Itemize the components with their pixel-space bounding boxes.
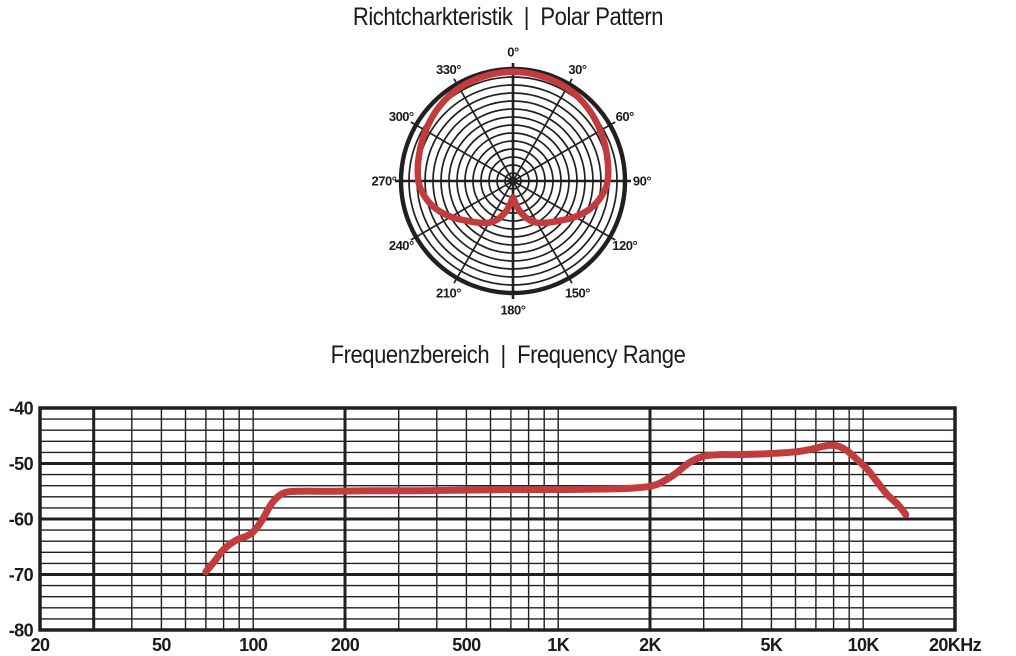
x-axis-tick-label: 20KHz (929, 635, 982, 655)
polar-angle-label: 270° (372, 174, 397, 189)
frequency-chart-title: Frequenzbereich | Frequency Range (330, 341, 686, 369)
polar-radial-line (410, 180, 514, 241)
polar-pattern-chart: 0° 30° 60° 90° 120° 150° 180° 210° 240° 270° 300° 3… (372, 45, 652, 318)
y-axis-tick-label: -70 (9, 565, 34, 585)
y-axis-tick-label: -80 (9, 620, 34, 640)
y-axis-tick-label: -60 (9, 509, 34, 529)
polar-angle-label: 240° (389, 238, 414, 253)
polar-angle-label: 300° (389, 109, 414, 124)
polar-angle-label: 90° (633, 174, 651, 189)
polar-angle-label: 150° (565, 285, 590, 300)
x-axis-tick-label: 100 (239, 635, 268, 655)
x-axis-tick-label: 20 (31, 635, 50, 655)
polar-angle-label: 180° (501, 303, 526, 318)
x-axis-tick-label: 2K (639, 635, 661, 655)
polar-angle-label: 210° (436, 285, 461, 300)
polar-angle-label: 0° (507, 45, 519, 60)
polar-angle-label: 120° (612, 238, 637, 253)
x-axis-tick-label: 5K (760, 635, 782, 655)
polar-radial-line (453, 180, 514, 284)
polar-angle-label: 60° (616, 109, 634, 124)
polar-pattern-curve (414, 68, 612, 227)
polar-radial-line (453, 78, 514, 182)
x-axis-tick-label: 500 (452, 635, 481, 655)
polar-radial-line (512, 180, 573, 284)
frequency-response-curve (202, 441, 910, 576)
x-axis-tick-label: 1K (547, 635, 569, 655)
x-axis-tick-label: 10K (848, 635, 880, 655)
polar-radial-line (512, 78, 573, 182)
x-axis-tick-label: 50 (152, 635, 171, 655)
polar-angle-label: 30° (568, 62, 586, 77)
polar-angle-label: 330° (436, 62, 461, 77)
polar-center-dot (508, 176, 518, 186)
polar-radial-line (512, 180, 616, 241)
y-axis-tick-label: -50 (9, 454, 34, 474)
x-axis-tick-label: 200 (331, 635, 360, 655)
polar-chart-title: Richtcharkteristik | Polar Pattern (352, 3, 664, 31)
y-axis-tick-label: -40 (9, 398, 34, 418)
freq-plot-border (38, 406, 957, 632)
